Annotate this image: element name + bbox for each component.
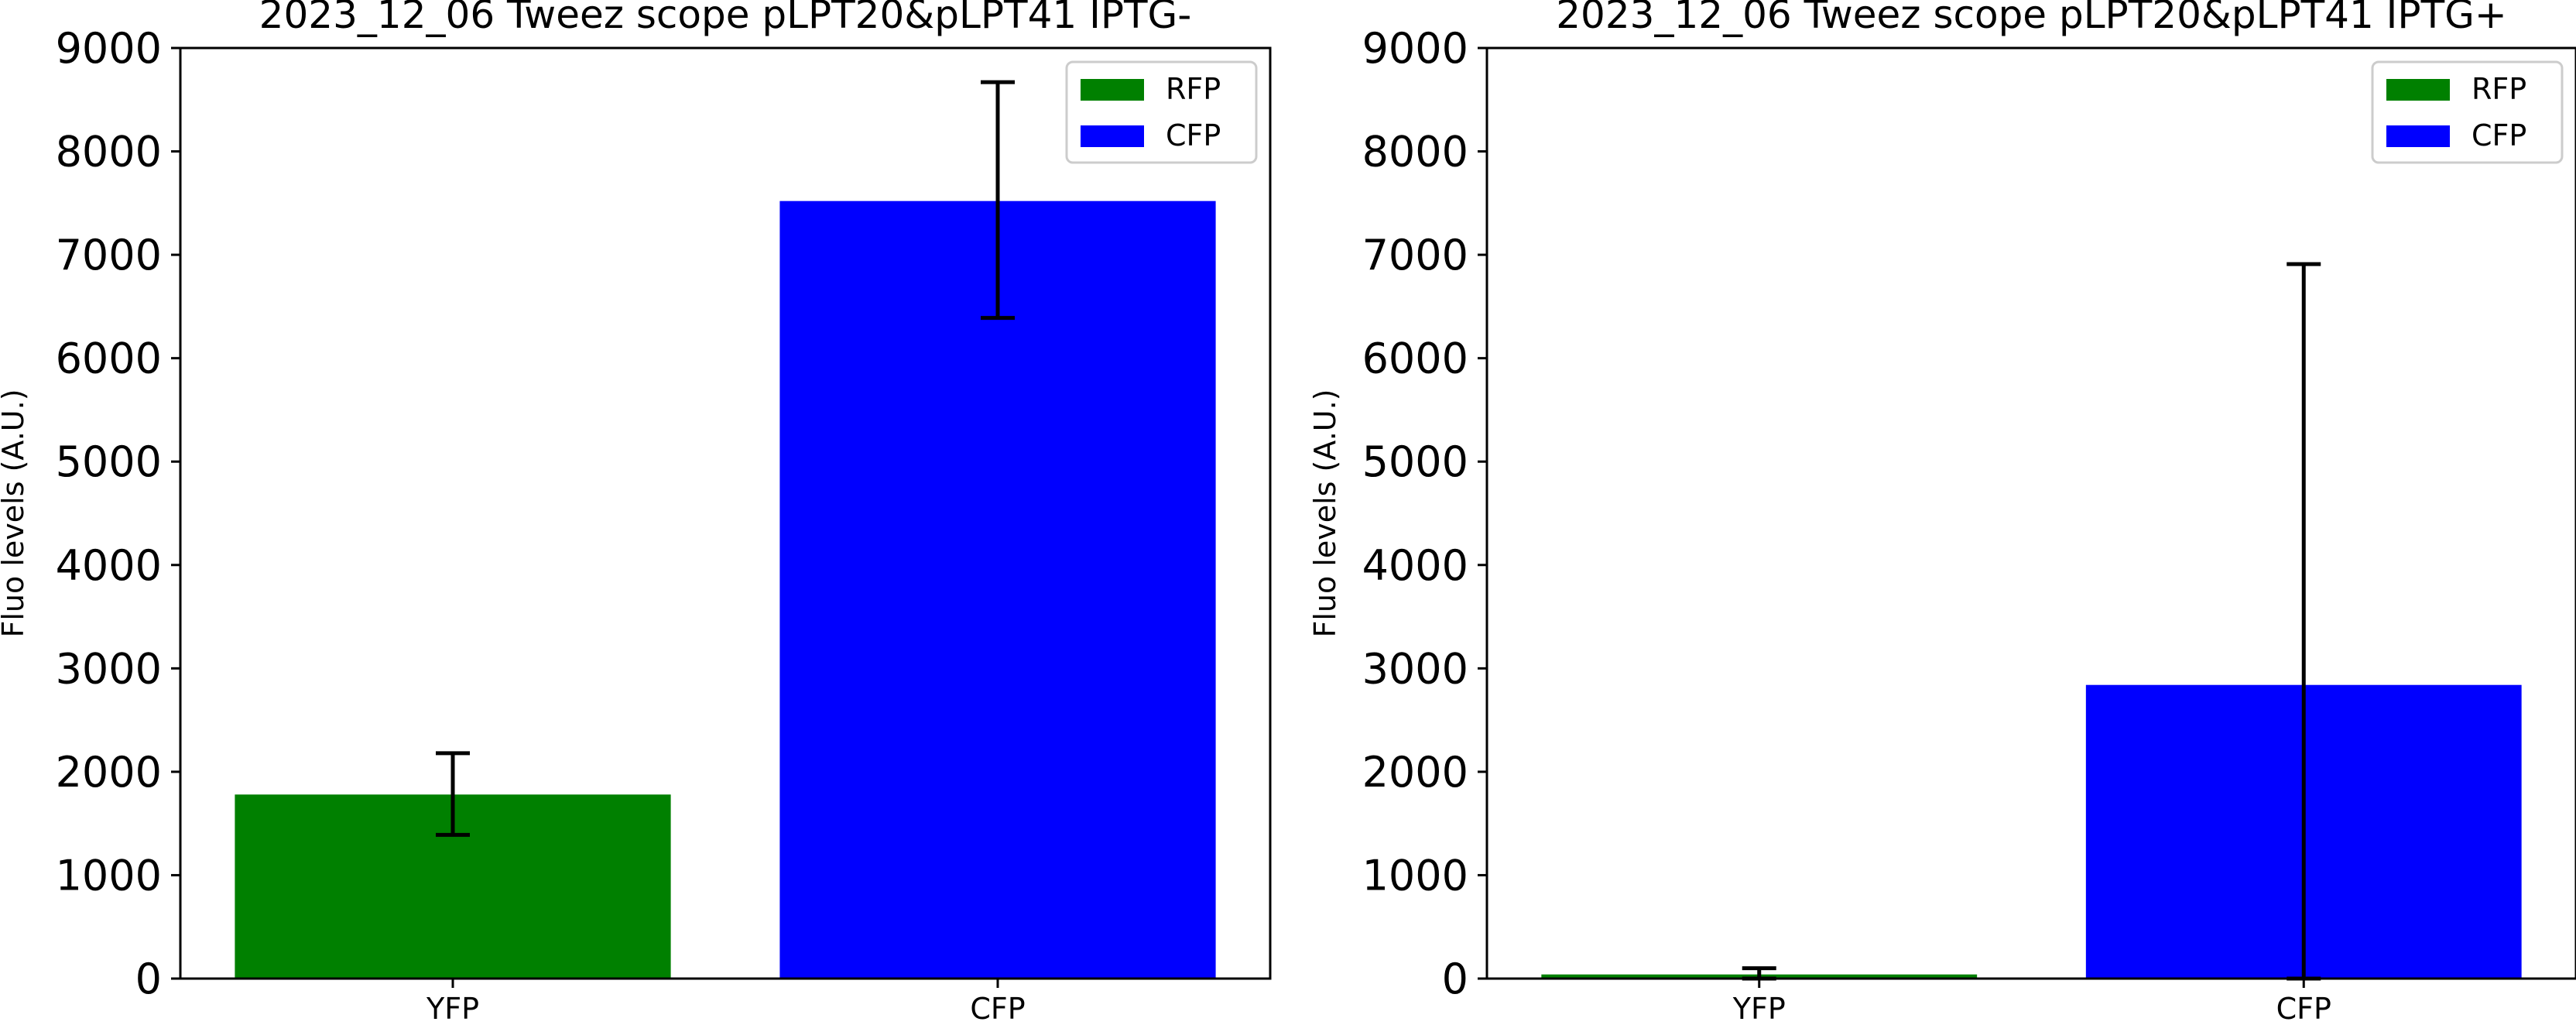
y-tick-label: 9000 [56,24,162,73]
y-tick-label: 1000 [56,851,162,900]
legend-label-cfp: CFP [1166,118,1221,153]
axes-frame [179,46,1272,980]
legend-swatch-cfp [2386,125,2450,147]
y-tick-label: 0 [1442,955,1468,1003]
y-tick-label: 7000 [56,231,162,279]
legend-swatch-cfp [1081,125,1144,147]
y-tick-label: 8000 [56,128,162,177]
legend-label-rfp: RFP [1166,72,1221,106]
y-tick-label: 9000 [1362,24,1468,73]
y-tick-label: 1000 [1362,851,1468,900]
x-tick-label: CFP [970,992,1025,1026]
legend: RFP CFP [2371,60,2564,164]
x-tick-label: CFP [2276,992,2331,1026]
chart-title: 2023_12_06 Tweez scope pLPT20&pLPT41 IPT… [259,0,1192,37]
y-tick-label: 4000 [1362,541,1468,590]
chart-title: 2023_12_06 Tweez scope pLPT20&pLPT41 IPT… [1556,0,2507,37]
y-tick-label: 7000 [1362,231,1468,279]
y-tick-label: 6000 [1362,334,1468,383]
y-axis-label: Fluo levels (A.U.) [0,389,30,637]
chart-panel-1: YFP CFP 0 1000 2000 3000 4000 5000 6000 7000 8000 9… [0,0,1272,1026]
y-tick-label: 4000 [56,541,162,590]
bar-cfp [779,201,1216,979]
y-axis-label: Fluo levels (A.U.) [1308,389,1342,637]
x-tick-label: YFP [426,992,479,1026]
y-tick-label: 5000 [1362,437,1468,486]
legend-box [2371,60,2564,164]
legend-label-rfp: RFP [2472,72,2526,106]
y-tick-label: 6000 [56,334,162,383]
y-tick-label: 8000 [1362,128,1468,177]
y-tick-label: 2000 [56,748,162,797]
y-tick-label: 3000 [1362,644,1468,693]
legend-label-cfp: CFP [2472,118,2526,153]
x-tick-label: YFP [1732,992,1786,1026]
chart-panel-2: YFP CFP 0 1000 2000 3000 4000 5000 6000 7000 8000 9… [1308,0,2576,1026]
y-tick-label: 3000 [56,644,162,693]
legend-swatch-rfp [2386,79,2450,101]
legend-box [1065,60,1258,164]
y-tick-label: 2000 [1362,748,1468,797]
y-tick-label: 5000 [56,437,162,486]
y-tick-label: 0 [135,955,162,1003]
axes-frame [1485,46,2576,980]
legend: RFP CFP [1065,60,1258,164]
legend-swatch-rfp [1081,79,1144,101]
